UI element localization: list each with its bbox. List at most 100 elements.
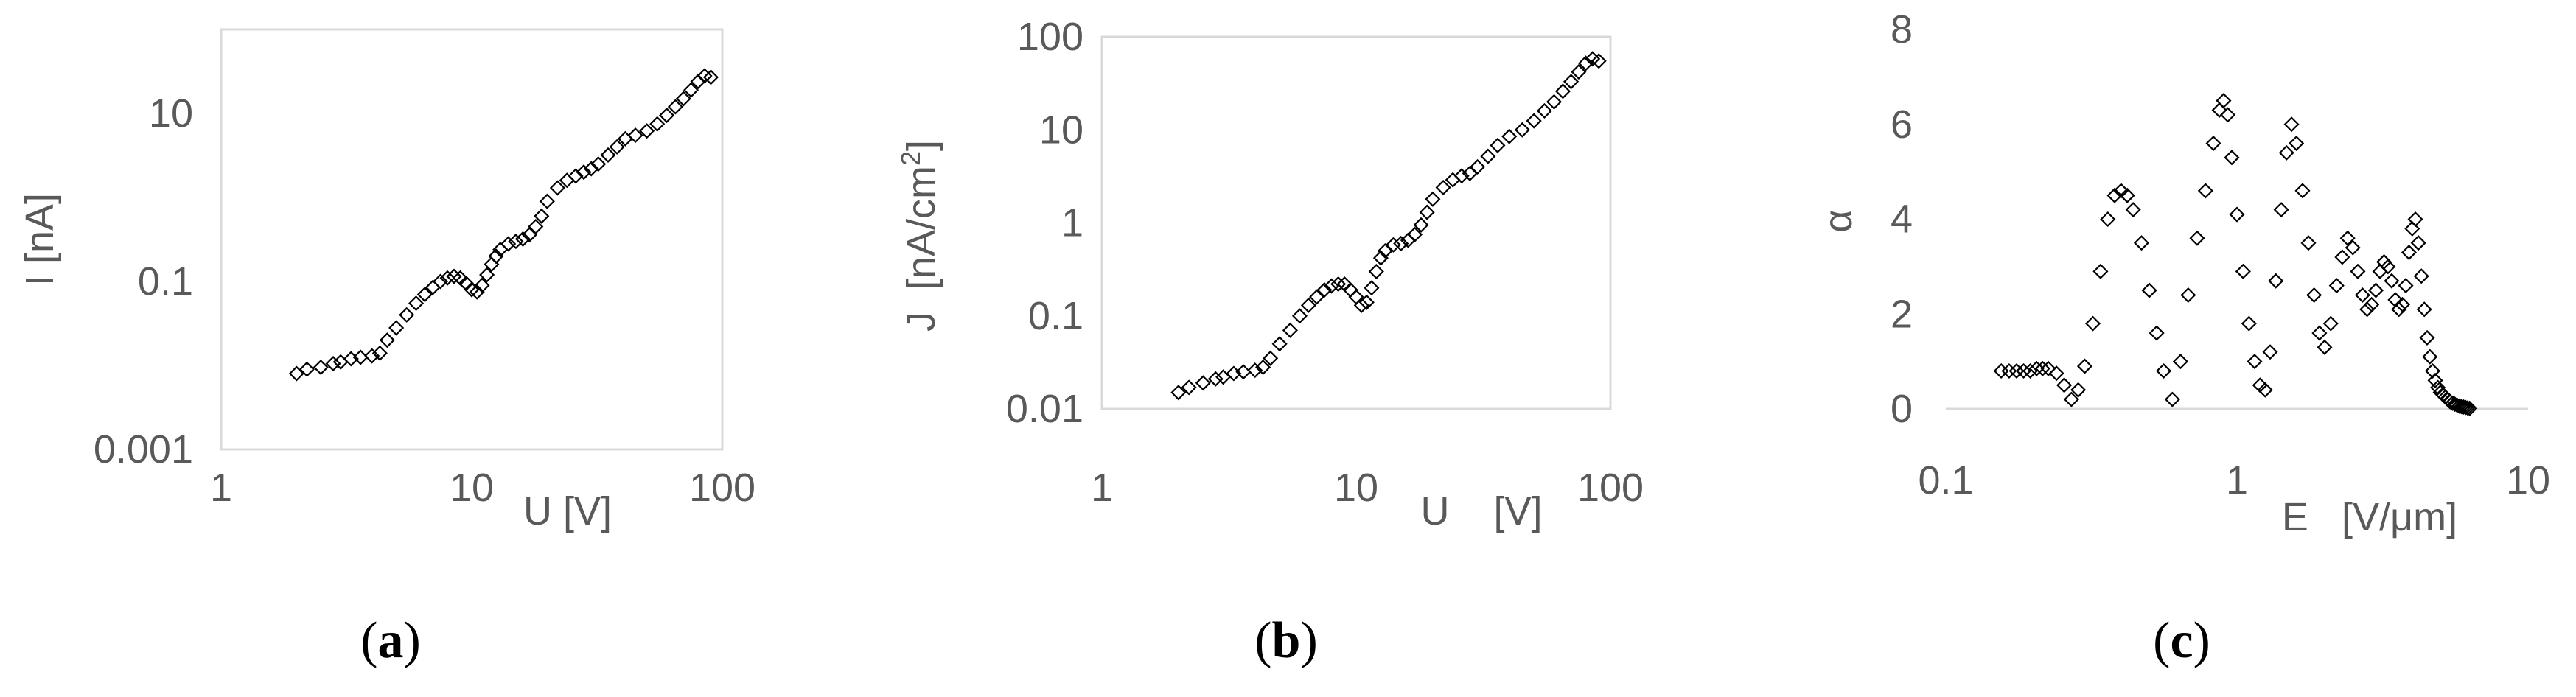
data-point: [2419, 329, 2435, 346]
data-point: [2219, 107, 2236, 123]
data-point: [1170, 385, 1187, 401]
data-point: [576, 164, 592, 181]
data-point: [2339, 230, 2356, 246]
data-point: [1385, 237, 1401, 253]
data-point: [1271, 336, 1288, 352]
data-points-c: [1993, 93, 2478, 416]
data-point: [2460, 400, 2476, 416]
caption-b: (b): [1254, 612, 1318, 669]
y-tick-label: 8: [1891, 7, 1913, 52]
data-point: [2453, 399, 2470, 415]
data-point: [2180, 287, 2196, 304]
y-tick-label: 2: [1891, 292, 1913, 336]
y-tick-labels-c: 0 2 4 6 8: [1891, 7, 1913, 431]
data-point: [1195, 375, 1211, 391]
data-point: [2172, 354, 2188, 370]
data-point: [659, 107, 675, 124]
data-point: [439, 270, 455, 286]
data-point: [2289, 135, 2305, 152]
data-point: [1181, 379, 1197, 396]
x-tick-label: 10: [2506, 458, 2550, 502]
y-tick-label: 0.001: [94, 427, 193, 472]
data-point: [2322, 315, 2339, 332]
data-point: [464, 281, 480, 298]
data-point: [697, 68, 713, 84]
data-point: [2300, 235, 2317, 251]
data-point: [2398, 278, 2414, 294]
y-tick-label: 10: [1039, 108, 1083, 152]
data-point: [2022, 362, 2039, 379]
data-point: [2252, 377, 2268, 393]
data-point: [2211, 102, 2227, 118]
data-point: [2359, 301, 2376, 318]
data-point: [1571, 64, 1587, 80]
data-point: [1578, 55, 1594, 71]
y-tick-label: 0.1: [1028, 294, 1083, 338]
data-point: [2328, 278, 2345, 294]
plot-area-b: [1100, 35, 1612, 410]
data-point: [627, 127, 643, 144]
data-point: [2354, 287, 2370, 304]
y-tick-label: 4: [1891, 197, 1913, 242]
data-point: [2257, 382, 2273, 398]
data-point: [2216, 93, 2232, 109]
x-tick-label: 100: [689, 466, 755, 510]
data-point: [2401, 245, 2418, 261]
y-tick-labels-a: 0.001 0.1 10: [94, 91, 193, 472]
data-point: [2028, 360, 2045, 376]
data-point: [2224, 150, 2240, 166]
data-point: [1419, 204, 1435, 220]
data-point: [2404, 220, 2420, 237]
data-point: [2008, 362, 2025, 379]
data-point: [1393, 235, 1409, 252]
y-axis-label-c: α: [1816, 209, 1860, 232]
y-tick-label: 6: [1891, 102, 1913, 147]
data-point: [2268, 273, 2284, 289]
data-point: [2235, 263, 2251, 279]
data-point: [469, 284, 485, 300]
data-point: [2262, 344, 2278, 360]
data-point: [488, 248, 504, 265]
data-point: [2413, 268, 2429, 284]
data-point: [1526, 113, 1542, 129]
data-point: [2113, 183, 2129, 199]
data-point: [639, 123, 655, 139]
data-point: [2063, 391, 2079, 407]
data-point: [1372, 250, 1389, 266]
data-point: [1316, 282, 1333, 298]
y-tick-label: 100: [1017, 15, 1083, 59]
data-point: [2380, 259, 2396, 275]
data-point: [371, 345, 388, 361]
data-point: [508, 234, 524, 250]
x-axis-label-a: U [V]: [523, 489, 612, 533]
data-point: [2422, 348, 2438, 365]
data-point: [1480, 148, 1496, 164]
data-point: [2056, 377, 2073, 393]
data-point: [1501, 128, 1518, 144]
data-point: [479, 267, 495, 283]
data-point: [2229, 206, 2245, 223]
data-point: [364, 348, 380, 364]
data-point: [2084, 315, 2101, 332]
data-point: [399, 307, 415, 323]
data-point: [1247, 362, 1263, 379]
data-point: [1453, 168, 1470, 184]
data-point: [2015, 362, 2032, 379]
data-point: [2092, 263, 2109, 279]
data-point: [2427, 372, 2443, 388]
data-point: [2391, 301, 2407, 318]
data-point: [1300, 297, 1317, 313]
data-point: [600, 147, 616, 163]
data-point: [474, 277, 490, 293]
x-tick-label: 1: [1091, 466, 1113, 510]
data-point: [1413, 217, 1429, 233]
data-point: [2364, 296, 2380, 312]
data-point: [2317, 339, 2333, 355]
data-point: [2141, 282, 2157, 298]
data-point: [2164, 391, 2180, 407]
data-point: [1364, 280, 1380, 296]
data-point: [2273, 202, 2289, 218]
data-point: [325, 356, 341, 372]
data-point: [2457, 399, 2474, 416]
